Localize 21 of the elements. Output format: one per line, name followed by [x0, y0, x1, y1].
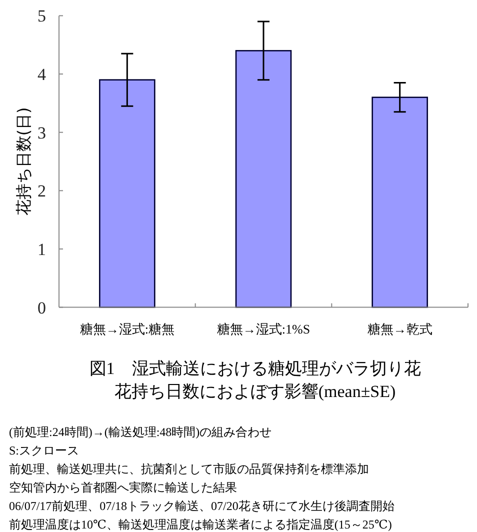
y-tick-label: 3: [38, 123, 46, 142]
y-tick-label: 2: [38, 182, 46, 201]
text: (前処理:24時間)→(輸送処理:48時間)の組み合わせ: [9, 425, 272, 439]
x-tick-label: 糖無→湿式:糖無: [80, 321, 174, 336]
text: 図1 湿式輸送における糖処理がバラ切り花: [89, 359, 421, 378]
text: 前処理温度は10℃、輸送処理温度は輸送業者による指定温度(15～25℃): [9, 518, 392, 532]
bar: [99, 79, 156, 308]
y-tick-label: 5: [38, 6, 46, 26]
y-axis-title: 花持ち日数(日): [14, 107, 33, 216]
x-tick-label: 糖無→湿式:1%S: [216, 321, 310, 336]
text: 前処理、輸送処理共に、抗菌剤として市販の品質保持剤を標準添加: [9, 462, 369, 476]
bar: [372, 96, 428, 308]
bar: [235, 50, 292, 308]
y-tick-label: 1: [38, 240, 46, 259]
text: 06/07/17前処理、07/18トラック輸送、07/20花き研にて水生け後調査開始: [9, 499, 394, 513]
x-tick-label: 糖無→乾式: [367, 321, 432, 336]
y-tick-label: 4: [38, 65, 46, 84]
text: S:スクロース: [9, 444, 80, 458]
text: 花持ち日数におよぼす影響(mean±SE): [114, 382, 396, 401]
text: 空知管内から首都圏へ実際に輸送した結果: [9, 480, 237, 494]
y-tick-label: 0: [38, 298, 46, 318]
